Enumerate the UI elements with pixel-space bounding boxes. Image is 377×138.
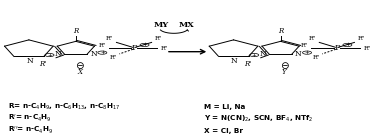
Text: ⊖: ⊖ (75, 61, 84, 71)
Text: Y = N(CN)$_2$, SCN, BF$_4$, NTf$_2$: Y = N(CN)$_2$, SCN, BF$_4$, NTf$_2$ (204, 114, 313, 124)
Text: M = Li, Na: M = Li, Na (204, 104, 245, 110)
Text: X: X (77, 68, 82, 76)
Text: R": R" (309, 36, 316, 41)
Text: N: N (90, 50, 97, 58)
Text: R: R (73, 27, 78, 35)
Text: +: + (305, 50, 310, 55)
Text: +: + (252, 53, 257, 58)
Text: N: N (231, 57, 238, 65)
Text: R$^{\prime\prime}$= n-C$_4$H$_9$: R$^{\prime\prime}$= n-C$_4$H$_9$ (8, 125, 54, 136)
Text: R": R" (357, 36, 365, 41)
Text: R": R" (160, 46, 168, 51)
Text: +: + (100, 50, 105, 55)
Text: N: N (259, 50, 266, 58)
Text: ⊖: ⊖ (280, 61, 289, 71)
Text: R: R (278, 27, 283, 35)
Text: N: N (26, 57, 33, 65)
Text: MX: MX (179, 21, 195, 29)
Text: +: + (345, 43, 350, 47)
Text: R': R' (39, 60, 46, 68)
Text: +: + (142, 43, 147, 47)
Text: N: N (295, 50, 302, 58)
Text: R": R" (106, 36, 113, 41)
Text: Y: Y (282, 68, 287, 76)
Text: +: + (47, 53, 52, 58)
Text: R": R" (155, 36, 162, 41)
Text: R": R" (98, 43, 106, 48)
Text: P: P (334, 44, 340, 52)
Text: P: P (131, 44, 137, 52)
Text: R= n-C$_4$H$_9$, n-C$_6$H$_{13}$, n-C$_8$H$_{17}$: R= n-C$_4$H$_9$, n-C$_6$H$_{13}$, n-C$_8… (8, 102, 120, 112)
Text: R": R" (110, 55, 117, 60)
Text: N: N (55, 50, 61, 58)
Text: R": R" (363, 46, 371, 51)
Text: R": R" (313, 55, 320, 60)
Text: MY: MY (154, 21, 169, 29)
Text: R$'$= n-C$_4$H$_9$: R$'$= n-C$_4$H$_9$ (8, 113, 52, 124)
Text: R": R" (301, 43, 308, 48)
Text: X = Cl, Br: X = Cl, Br (204, 128, 242, 134)
Text: R': R' (244, 60, 251, 68)
